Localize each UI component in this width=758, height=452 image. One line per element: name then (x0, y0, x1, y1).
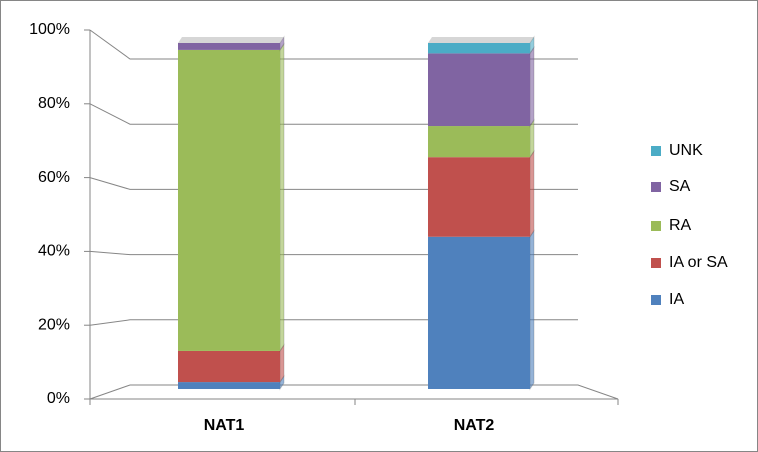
bar-side (529, 229, 535, 391)
bar-segment (178, 43, 280, 50)
y-tick-label: 20% (38, 316, 70, 333)
legend-swatch (651, 146, 661, 156)
x-tick-label: NAT1 (204, 417, 245, 434)
legend-swatch (651, 295, 661, 305)
bar-segment (178, 350, 280, 383)
y-tick-label: 40% (38, 243, 70, 260)
x-tick-label: NAT2 (454, 417, 495, 434)
y-tick-label: 60% (38, 169, 70, 186)
bar-top (178, 37, 284, 43)
y-tick-label: 0% (47, 390, 70, 407)
legend-swatch (651, 258, 661, 268)
bar-segment (428, 126, 530, 158)
bar-top (428, 37, 534, 43)
legend-swatch (651, 221, 661, 231)
bar-side (529, 45, 535, 128)
bar-side (279, 42, 285, 353)
y-tick-label: 80% (38, 95, 70, 112)
bar-segment (428, 236, 530, 389)
bar-segment (178, 382, 280, 389)
bar-segment (428, 53, 530, 127)
y-tick-label: 100% (29, 21, 70, 38)
legend-label: SA (669, 178, 691, 195)
bar-side (529, 149, 535, 239)
legend-label: IA (669, 291, 684, 308)
legend-label: RA (669, 217, 692, 234)
bar-segment (178, 49, 280, 351)
legend-label: IA or SA (669, 254, 728, 271)
floor (89, 384, 619, 400)
legend-swatch (651, 182, 661, 192)
bar-segment (428, 157, 530, 237)
legend-label: UNK (669, 142, 703, 159)
bar-segment (428, 43, 530, 54)
